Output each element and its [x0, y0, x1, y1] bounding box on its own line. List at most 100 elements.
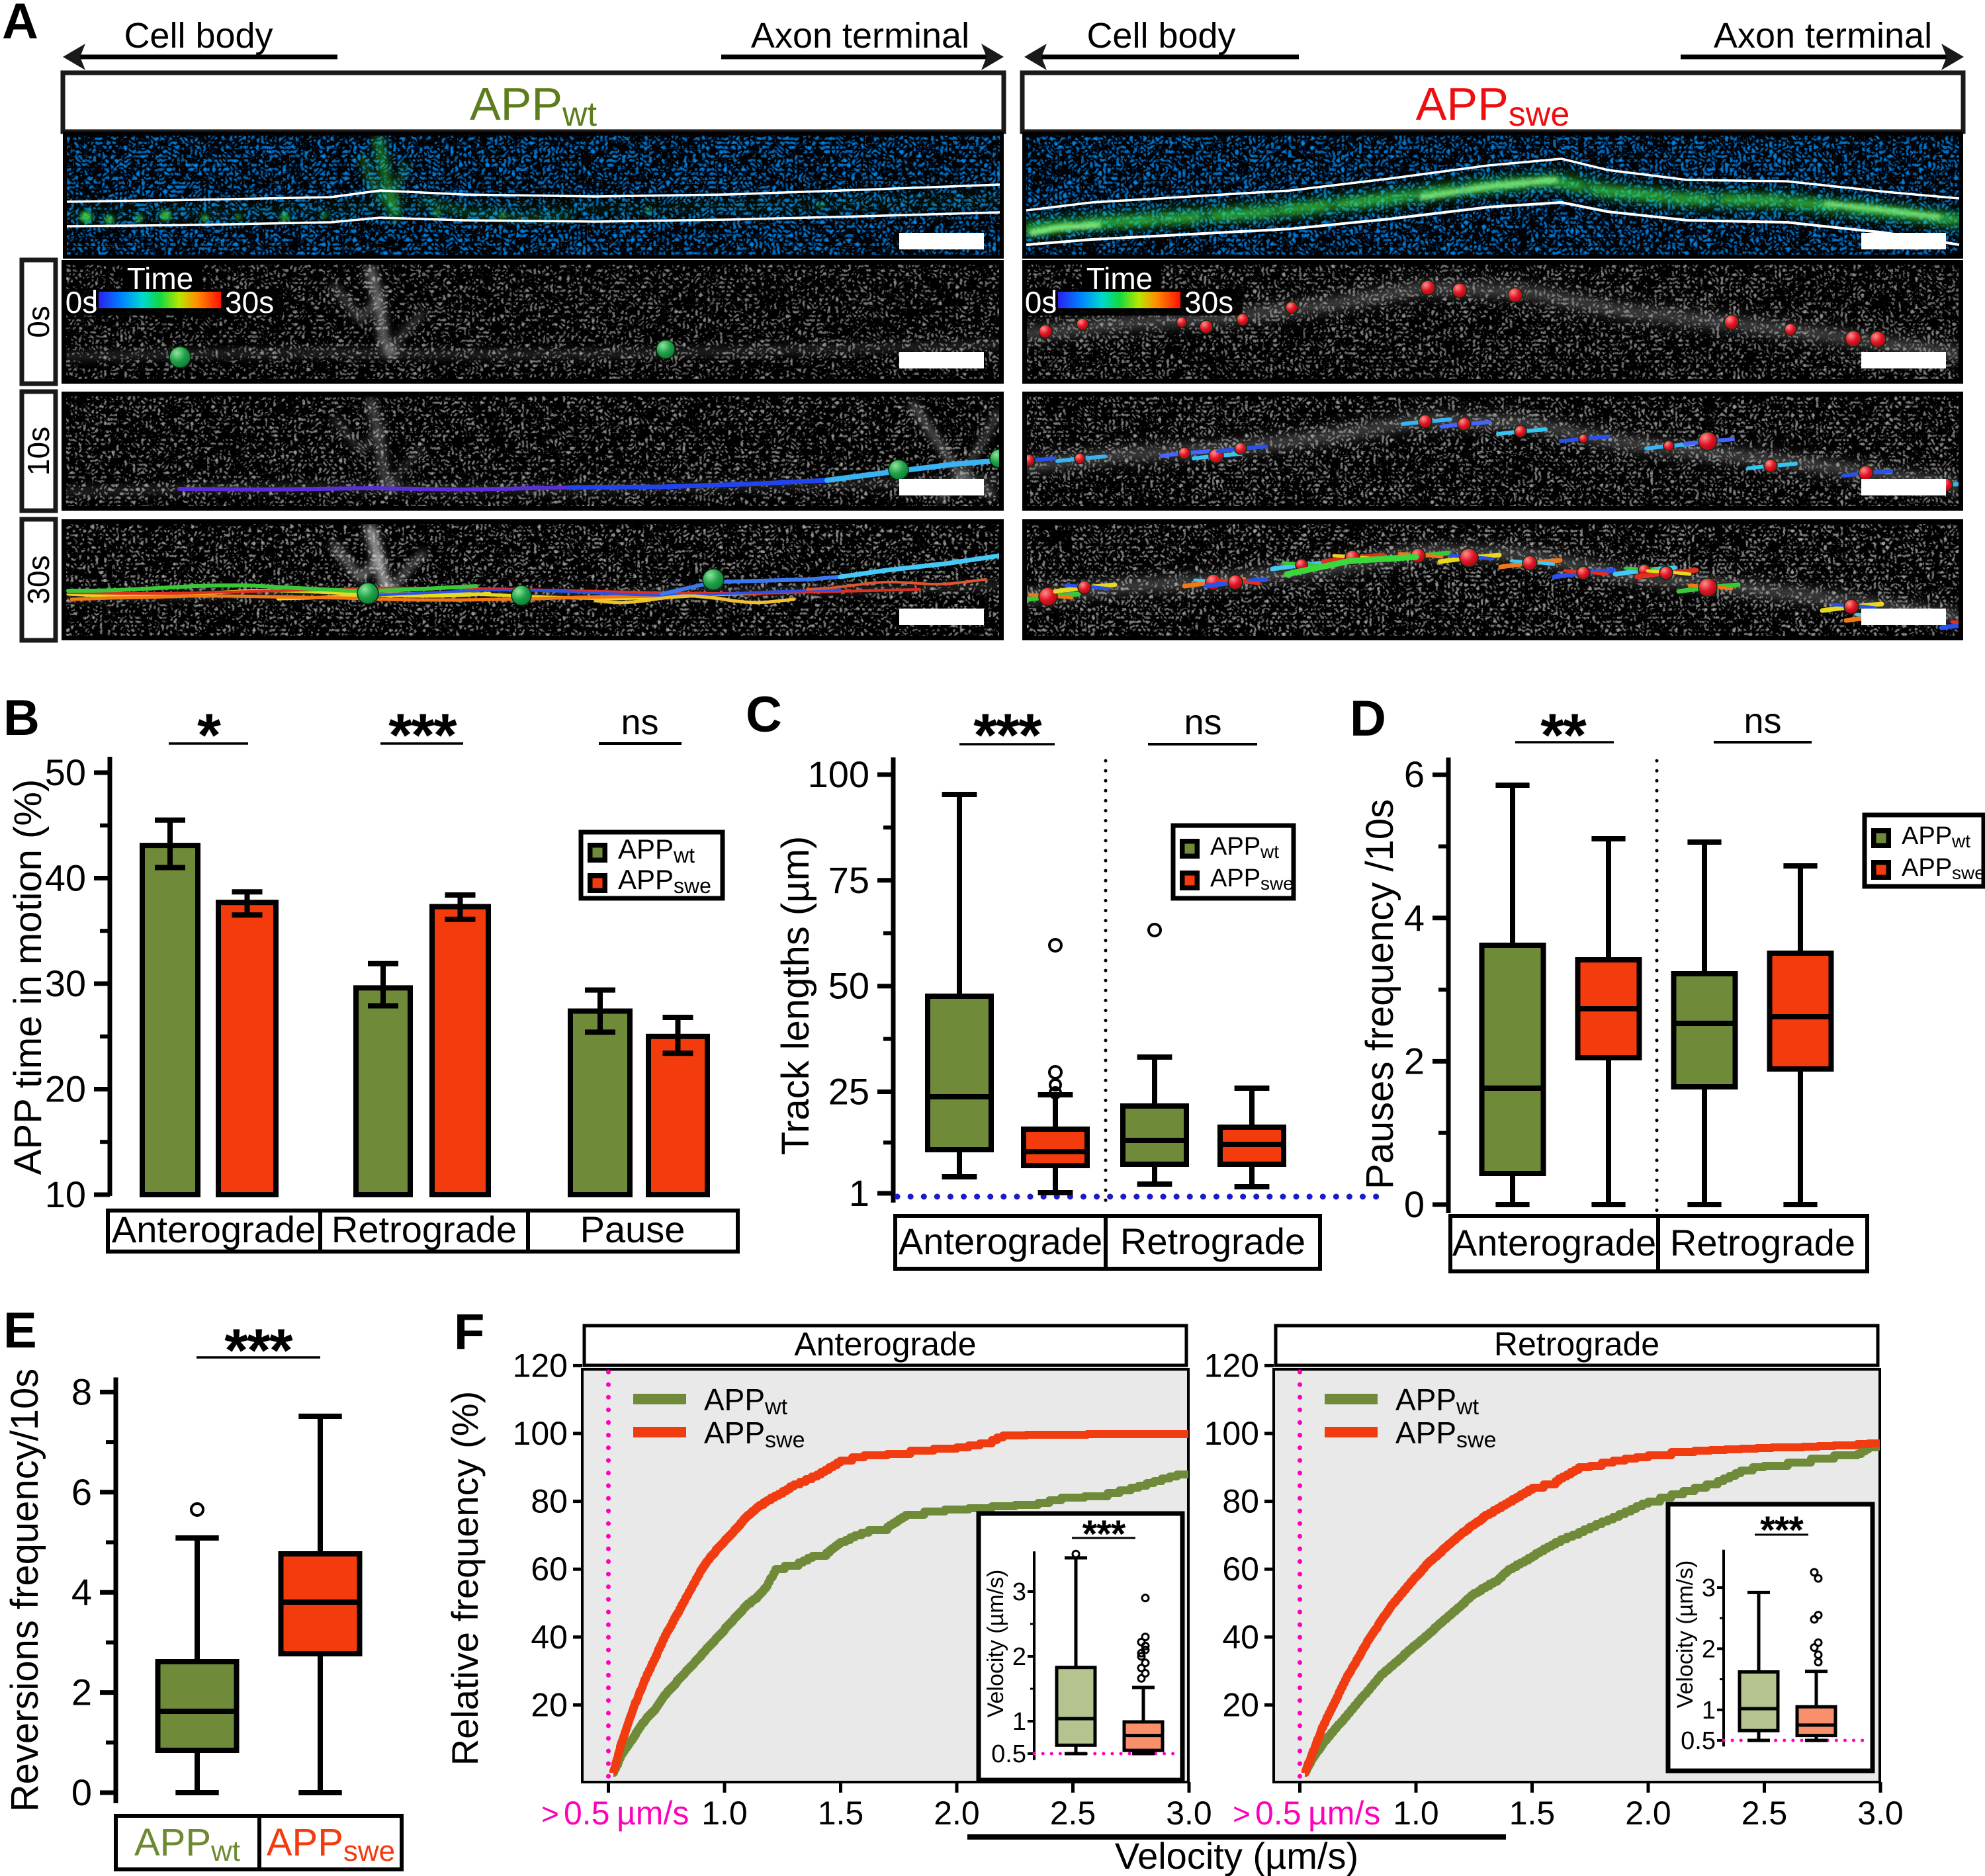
svg-text:***: *** — [224, 1317, 293, 1385]
svg-text:Cell body: Cell body — [1086, 16, 1235, 56]
svg-text:2.5: 2.5 — [1742, 1795, 1788, 1832]
svg-text:80: 80 — [531, 1483, 568, 1520]
svg-text:Axon terminal: Axon terminal — [751, 16, 969, 56]
svg-text:2.5: 2.5 — [1050, 1795, 1096, 1832]
svg-text:>: > — [541, 1797, 559, 1831]
svg-text:30s: 30s — [21, 555, 56, 604]
svg-text:APPswe: APPswe — [1416, 78, 1570, 134]
svg-text:0: 0 — [71, 1771, 92, 1813]
svg-text:1.5: 1.5 — [1509, 1795, 1556, 1832]
svg-text:***: *** — [1760, 1509, 1804, 1552]
svg-text:2: 2 — [1404, 1040, 1425, 1082]
svg-text:µm/s: µm/s — [1308, 1795, 1380, 1832]
svg-text:Pauses frequency /10s: Pauses frequency /10s — [1358, 799, 1401, 1189]
svg-text:0.5: 0.5 — [564, 1795, 610, 1832]
svg-text:Cell body: Cell body — [124, 16, 273, 56]
svg-text:2.0: 2.0 — [1625, 1795, 1671, 1832]
svg-text:1: 1 — [1012, 1708, 1026, 1736]
svg-text:Retrograde: Retrograde — [1120, 1220, 1305, 1262]
svg-text:A: A — [2, 0, 38, 50]
svg-text:0s: 0s — [66, 285, 98, 320]
svg-text:APPswe: APPswe — [618, 864, 711, 898]
svg-text:80: 80 — [1222, 1483, 1259, 1520]
svg-text:APPswe: APPswe — [704, 1416, 805, 1453]
svg-text:120: 120 — [1204, 1347, 1259, 1384]
svg-text:100: 100 — [513, 1415, 568, 1452]
svg-text:Anterograde: Anterograde — [112, 1209, 316, 1250]
svg-text:4: 4 — [1404, 897, 1425, 939]
svg-text:20: 20 — [531, 1686, 568, 1723]
svg-text:APPwt: APPwt — [470, 78, 597, 134]
svg-text:2: 2 — [71, 1672, 92, 1713]
svg-text:0.5: 0.5 — [991, 1740, 1026, 1768]
svg-text:0: 0 — [1404, 1183, 1425, 1225]
svg-text:µm/s: µm/s — [617, 1795, 689, 1832]
svg-text:APPswe: APPswe — [1902, 854, 1985, 883]
svg-text:Retrograde: Retrograde — [1494, 1326, 1659, 1363]
svg-text:1.5: 1.5 — [818, 1795, 864, 1832]
svg-text:30s: 30s — [1184, 285, 1233, 320]
svg-text:40: 40 — [45, 857, 86, 899]
svg-text:6: 6 — [71, 1471, 92, 1513]
svg-text:Retrograde: Retrograde — [1670, 1222, 1855, 1263]
svg-text:Time: Time — [1086, 261, 1153, 296]
svg-text:APPwt: APPwt — [134, 1821, 240, 1867]
svg-text:Anterograde: Anterograde — [899, 1220, 1102, 1262]
svg-text:3: 3 — [1702, 1574, 1716, 1602]
svg-text:1.0: 1.0 — [1393, 1795, 1439, 1832]
svg-text:1: 1 — [849, 1172, 869, 1214]
svg-text:10s: 10s — [21, 427, 56, 476]
svg-text:40: 40 — [1222, 1619, 1259, 1656]
svg-text:3.0: 3.0 — [1166, 1795, 1212, 1832]
svg-text:Velocity (µm/s): Velocity (µm/s) — [1673, 1560, 1698, 1709]
svg-text:APPswe: APPswe — [267, 1821, 395, 1867]
svg-text:100: 100 — [1204, 1415, 1259, 1452]
svg-text:3.0: 3.0 — [1857, 1795, 1904, 1832]
svg-text:0.5: 0.5 — [1255, 1795, 1301, 1832]
svg-text:E: E — [3, 1302, 37, 1359]
svg-text:2: 2 — [1012, 1643, 1026, 1671]
svg-text:APPwt: APPwt — [704, 1383, 788, 1420]
svg-text:ns: ns — [621, 703, 658, 742]
svg-text:20: 20 — [45, 1068, 86, 1110]
svg-text:APPswe: APPswe — [1395, 1416, 1497, 1453]
svg-text:Anterograde: Anterograde — [1452, 1222, 1656, 1263]
svg-text:0.5: 0.5 — [1681, 1727, 1716, 1755]
svg-text:APPwt: APPwt — [618, 833, 695, 867]
svg-text:Relative frequency (%): Relative frequency (%) — [444, 1391, 486, 1766]
svg-text:60: 60 — [1222, 1551, 1259, 1588]
svg-text:75: 75 — [828, 859, 869, 901]
svg-text:Track lengths (µm): Track lengths (µm) — [774, 836, 817, 1155]
svg-text:60: 60 — [531, 1551, 568, 1588]
svg-text:APPwt: APPwt — [1902, 822, 1970, 851]
svg-text:2: 2 — [1702, 1635, 1716, 1663]
svg-text:F: F — [454, 1304, 484, 1360]
svg-text:50: 50 — [828, 965, 869, 1007]
svg-text:>: > — [1233, 1797, 1251, 1831]
svg-text:100: 100 — [808, 753, 869, 795]
svg-text:APPwt: APPwt — [1395, 1383, 1479, 1420]
svg-text:Anterograde: Anterograde — [794, 1326, 976, 1363]
svg-text:Axon terminal: Axon terminal — [1714, 16, 1932, 56]
svg-text:1.0: 1.0 — [701, 1795, 748, 1832]
svg-text:20: 20 — [1222, 1686, 1259, 1723]
svg-text:50: 50 — [45, 751, 86, 793]
svg-text:Reversions frequency/10s: Reversions frequency/10s — [3, 1369, 46, 1812]
svg-text:30s: 30s — [225, 285, 274, 320]
svg-text:***: *** — [388, 702, 457, 769]
svg-text:ns: ns — [1743, 701, 1781, 741]
svg-text:2.0: 2.0 — [934, 1795, 980, 1832]
svg-text:B: B — [3, 690, 40, 746]
svg-text:3: 3 — [1012, 1578, 1026, 1606]
svg-text:***: *** — [1082, 1513, 1126, 1556]
svg-text:ns: ns — [1184, 703, 1221, 742]
svg-text:Pause: Pause — [580, 1209, 685, 1250]
svg-text:6: 6 — [1404, 753, 1425, 795]
svg-text:40: 40 — [531, 1619, 568, 1656]
svg-text:**: ** — [1540, 702, 1587, 769]
svg-text:APPwt: APPwt — [1210, 833, 1279, 862]
svg-text:1: 1 — [1702, 1697, 1716, 1725]
svg-text:120: 120 — [513, 1347, 568, 1384]
svg-text:D: D — [1350, 691, 1386, 747]
svg-text:APPswe: APPswe — [1210, 865, 1294, 894]
